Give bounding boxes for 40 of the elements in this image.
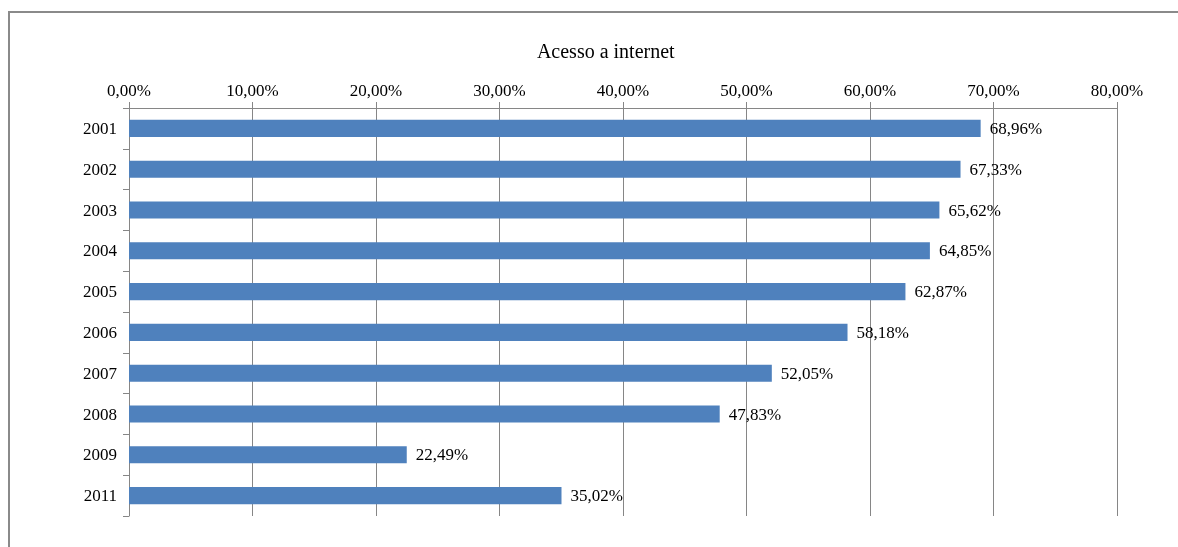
y-tick-label: 2001 xyxy=(83,118,117,138)
y-tick-label: 2008 xyxy=(83,404,117,424)
data-label: 58,18% xyxy=(856,322,909,342)
data-label: 62,87% xyxy=(914,282,967,302)
y-tick-label: 2011 xyxy=(83,486,117,506)
data-label: 47,83% xyxy=(728,404,782,424)
data-label: 35,02% xyxy=(570,486,623,506)
bar xyxy=(129,405,720,423)
x-tick-label: 40,00% xyxy=(596,81,650,100)
data-label: 64,85% xyxy=(938,241,992,261)
x-tick-label: 30,00% xyxy=(473,81,526,100)
y-tick-label: 2004 xyxy=(83,241,118,261)
data-label: 22,49% xyxy=(415,445,469,465)
bar xyxy=(129,487,562,505)
data-label: 52,05% xyxy=(780,363,834,383)
bar xyxy=(129,446,407,464)
y-tick-label: 2007 xyxy=(83,363,118,383)
y-tick-label: 2003 xyxy=(83,200,117,220)
y-tick-label: 2009 xyxy=(83,445,117,465)
data-label: 68,96% xyxy=(989,118,1043,138)
bar xyxy=(129,160,961,178)
bar xyxy=(129,364,772,382)
x-tick-label: 70,00% xyxy=(967,81,1020,100)
x-tick-label: 0,00% xyxy=(107,81,151,100)
y-tick-label: 2005 xyxy=(83,282,117,302)
y-tick-label: 2002 xyxy=(83,159,117,179)
x-tick-label: 10,00% xyxy=(226,81,279,100)
y-tick-label: 2006 xyxy=(83,322,117,342)
chart-title: Acesso a internet xyxy=(536,40,676,62)
data-label: 65,62% xyxy=(948,200,1001,220)
bar xyxy=(129,323,848,341)
bar xyxy=(129,283,906,301)
data-label: 67,33% xyxy=(969,159,1022,179)
x-tick-label: 60,00% xyxy=(843,81,897,100)
x-tick-label: 50,00% xyxy=(720,81,773,100)
bar xyxy=(129,242,930,260)
x-tick-label: 20,00% xyxy=(349,81,403,100)
bar xyxy=(129,119,981,137)
bar xyxy=(129,201,940,219)
x-tick-label: 80,00% xyxy=(1090,81,1144,100)
